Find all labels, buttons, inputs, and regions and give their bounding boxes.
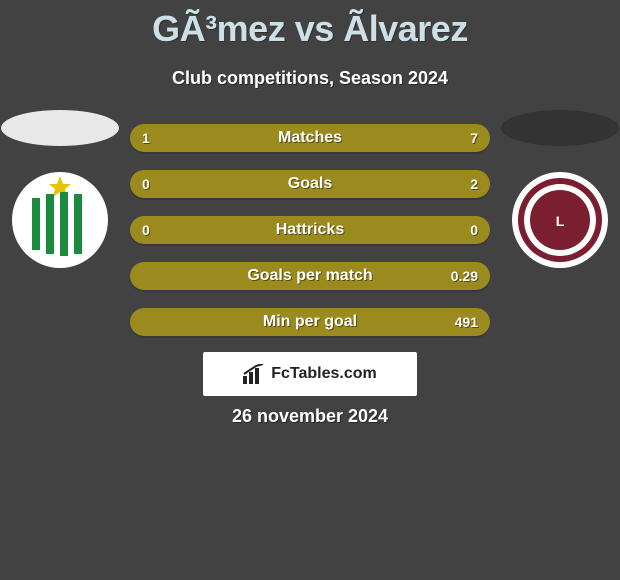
stat-value-right: 491 (455, 308, 478, 336)
stat-label: Goals (130, 170, 490, 198)
player-silhouette-left (1, 110, 119, 146)
stat-value-right: 0 (470, 216, 478, 244)
brand-chart-icon (243, 364, 265, 384)
comparison-subtitle: Club competitions, Season 2024 (0, 68, 620, 89)
stat-bar: Min per goal491 (130, 308, 490, 336)
brand-label: FcTables.com (271, 365, 377, 383)
left-club-badge (10, 170, 110, 270)
right-player-column: L (500, 110, 620, 270)
svg-text:L: L (556, 213, 565, 229)
stat-bar: 0Hattricks0 (130, 216, 490, 244)
stat-bar: 0Goals2 (130, 170, 490, 198)
right-club-badge: L (510, 170, 610, 270)
comparison-title: GÃ³mez vs Ãlvarez (0, 0, 620, 50)
stat-label: Min per goal (130, 308, 490, 336)
stat-label: Matches (130, 124, 490, 152)
stat-value-right: 0.29 (451, 262, 478, 290)
player-silhouette-right (501, 110, 619, 146)
stat-label: Hattricks (130, 216, 490, 244)
brand-box: FcTables.com (203, 352, 417, 396)
comparison-date: 26 november 2024 (0, 406, 620, 427)
stat-bar: 1Matches7 (130, 124, 490, 152)
stat-bars-container: 1Matches70Goals20Hattricks0Goals per mat… (130, 124, 490, 354)
stat-bar: Goals per match0.29 (130, 262, 490, 290)
stat-value-right: 2 (470, 170, 478, 198)
left-player-column (0, 110, 120, 270)
stat-value-right: 7 (470, 124, 478, 152)
stat-label: Goals per match (130, 262, 490, 290)
